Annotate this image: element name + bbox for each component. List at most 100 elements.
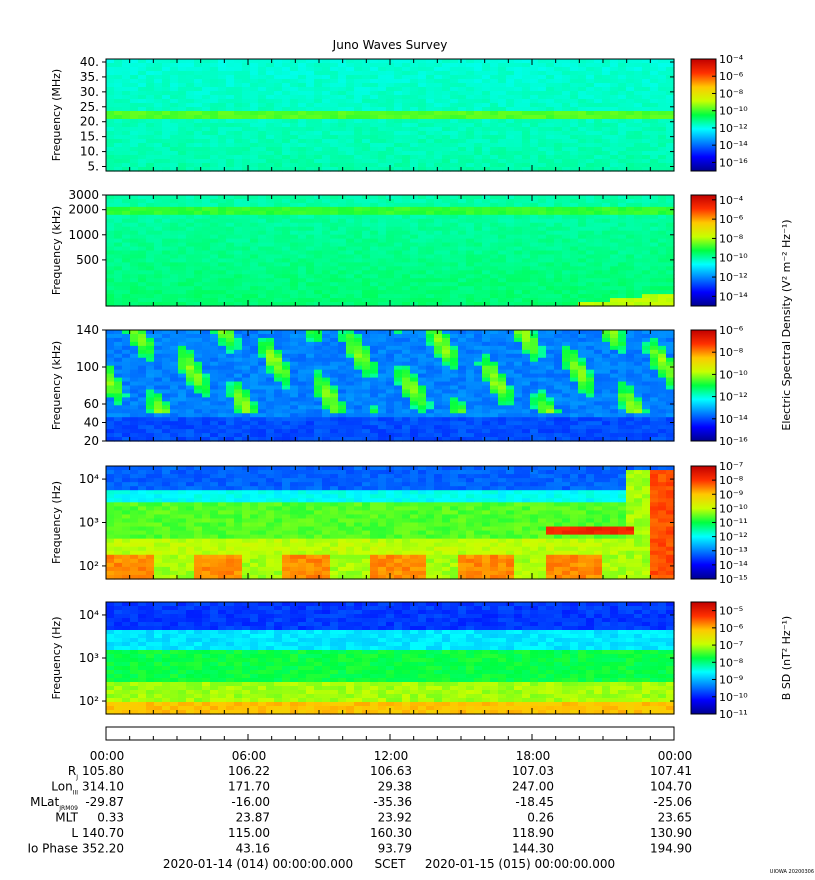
heatmap-cell: [266, 206, 275, 212]
heatmap-cell: [634, 83, 643, 88]
heatmap-cell: [602, 99, 611, 104]
heatmap-cell: [594, 278, 603, 283]
heatmap-cell: [122, 79, 131, 84]
heatmap-cell: [610, 147, 619, 152]
heatmap-cell: [626, 206, 635, 212]
heatmap-cell: [666, 226, 675, 232]
heatmap-cell: [666, 230, 675, 236]
heatmap-cell: [522, 59, 531, 64]
heatmap-cell: [210, 246, 219, 252]
heatmap-cell: [474, 238, 483, 244]
heatmap-cell: [218, 214, 227, 220]
heatmap-cell: [202, 413, 211, 418]
heatmap-cell: [402, 294, 411, 299]
heatmap-cell: [186, 349, 195, 355]
heatmap-cell: [322, 99, 331, 104]
heatmap-cell: [122, 298, 131, 303]
heatmap-cell: [490, 238, 499, 244]
heatmap-cell: [154, 393, 163, 398]
heatmap-cell: [458, 226, 467, 232]
heatmap-cell: [378, 147, 387, 152]
heatmap-cell: [650, 294, 659, 299]
heatmap-cell: [362, 274, 371, 279]
heatmap-cell: [122, 413, 131, 418]
heatmap-cell: [354, 226, 363, 232]
heatmap-cell: [370, 214, 379, 220]
heatmap-cell: [546, 294, 555, 299]
heatmap-cell: [114, 155, 123, 160]
heatmap-cell: [154, 330, 163, 335]
heatmap-cell: [258, 409, 267, 414]
heatmap-cell: [442, 71, 451, 76]
heatmap-cell: [138, 218, 147, 224]
heatmap-cell: [130, 266, 139, 271]
heatmap-cell: [426, 103, 435, 108]
heatmap-cell: [578, 195, 587, 200]
heatmap-cell: [234, 417, 243, 422]
heatmap-cell: [330, 147, 339, 152]
heatmap-cell: [658, 202, 667, 208]
heatmap-cell: [482, 218, 491, 224]
heatmap-cell: [226, 218, 235, 224]
heatmap-cell: [234, 214, 243, 220]
heatmap-cell: [562, 71, 571, 76]
heatmap-cell: [210, 270, 219, 275]
heatmap-cell: [106, 63, 115, 68]
heatmap-cell: [114, 103, 123, 108]
heatmap-cell: [154, 389, 163, 395]
heatmap-cell: [530, 195, 539, 200]
heatmap-cell: [242, 393, 251, 398]
heatmap-cell: [122, 87, 131, 92]
heatmap-cell: [570, 159, 579, 164]
heatmap-cell: [394, 246, 403, 252]
heatmap-cell: [514, 266, 523, 271]
heatmap-cell: [162, 345, 171, 351]
heatmap-cell: [282, 258, 291, 263]
heatmap-cell: [450, 206, 459, 212]
heatmap-cell: [466, 167, 475, 172]
heatmap-cell: [138, 290, 147, 295]
heatmap-cell: [594, 266, 603, 271]
heatmap-cell: [370, 167, 379, 172]
heatmap-cell: [658, 238, 667, 244]
heatmap-cell: [210, 151, 219, 156]
heatmap-cell: [338, 151, 347, 156]
heatmap-cell: [194, 127, 203, 132]
heatmap-cell: [466, 298, 475, 303]
heatmap-cell: [298, 274, 307, 279]
heatmap-cell: [202, 115, 211, 120]
heatmap-cell: [370, 242, 379, 248]
heatmap-cell: [186, 258, 195, 263]
heatmap-cell: [266, 71, 275, 76]
heatmap-cell: [594, 290, 603, 295]
heatmap-cell: [122, 59, 131, 64]
heatmap-cell: [594, 127, 603, 132]
heatmap-cell: [226, 99, 235, 104]
heatmap-cell: [474, 282, 483, 287]
heatmap-cell: [586, 222, 595, 228]
heatmap-cell: [202, 87, 211, 92]
heatmap-cell: [114, 278, 123, 283]
heatmap-cell: [282, 365, 291, 371]
heatmap-cell: [106, 437, 115, 442]
heatmap-cell: [618, 242, 627, 248]
heatmap-cell: [562, 226, 571, 232]
heatmap-cell: [258, 167, 267, 172]
heatmap-cell: [202, 385, 211, 391]
heatmap-cell: [330, 139, 339, 144]
heatmap-cell: [186, 218, 195, 224]
heatmap-cell: [306, 143, 315, 148]
heatmap-cell: [650, 95, 659, 100]
heatmap-cell: [378, 63, 387, 68]
heatmap-cell: [130, 294, 139, 299]
heatmap-cell: [554, 159, 563, 164]
heatmap-cell: [498, 163, 507, 168]
spectrogram-panels: 40.35.30.25.20.15.10.5.Frequency (MHz)10…: [50, 53, 793, 721]
heatmap-cell: [666, 206, 675, 212]
heatmap-cell: [554, 246, 563, 252]
heatmap-cell: [210, 95, 219, 100]
heatmap-cell: [386, 262, 395, 267]
heatmap-cell: [258, 214, 267, 220]
heatmap-cell: [130, 377, 139, 383]
heatmap-cell: [570, 206, 579, 212]
